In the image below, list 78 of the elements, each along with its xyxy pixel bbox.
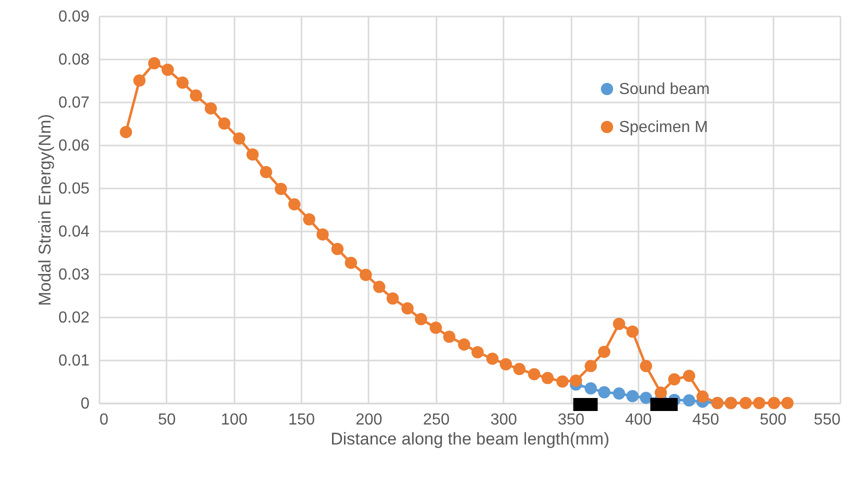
point [598, 346, 610, 358]
point [640, 392, 652, 404]
point [373, 280, 386, 294]
y-tick-label: 0.03 [58, 266, 90, 284]
point [360, 268, 372, 281]
point [486, 352, 499, 365]
point [584, 382, 597, 394]
y-tick-label: 0.05 [58, 180, 90, 198]
point [331, 242, 344, 256]
point [570, 374, 582, 387]
point [471, 346, 484, 358]
point [162, 64, 174, 76]
x-tick-label: 50 [158, 412, 176, 428]
point [753, 396, 766, 410]
y-tick-label: 0.07 [58, 94, 90, 112]
point [246, 148, 259, 161]
point [344, 256, 358, 269]
x-tick-label: 300 [490, 412, 518, 428]
point [260, 166, 272, 178]
point [513, 362, 526, 376]
point [740, 396, 752, 410]
y-tick-label: 0.06 [58, 138, 90, 154]
y-tick-label: 0.09 [58, 8, 90, 26]
y-tick-label: 0.08 [58, 52, 90, 68]
y-tick-label: 0.02 [58, 310, 90, 326]
x-tick-label: 250 [422, 412, 450, 428]
point [288, 198, 300, 210]
x-tick-label: 550 [814, 412, 841, 428]
point [232, 132, 246, 145]
point [218, 117, 230, 130]
point [584, 360, 597, 372]
legend-label: Sound beam [619, 81, 710, 98]
point [303, 213, 316, 226]
point [528, 368, 540, 380]
point [386, 292, 399, 305]
point [401, 302, 414, 315]
point [316, 228, 329, 241]
point [556, 375, 569, 388]
x-axis-title: Distance along the beam length(mm) [330, 430, 610, 448]
x-tick-label: 0 [100, 412, 108, 428]
x-tick-label: 350 [558, 412, 584, 428]
x-tick-label: 150 [288, 412, 316, 428]
point [682, 394, 696, 407]
point [443, 330, 456, 343]
point [696, 390, 709, 403]
point [176, 76, 189, 89]
y-tick-label: 0.04 [58, 224, 90, 240]
point [274, 182, 288, 195]
x-tick-label: 400 [625, 412, 652, 428]
point [612, 318, 626, 330]
point [668, 373, 680, 386]
point [190, 89, 202, 102]
point [612, 387, 626, 400]
x-tick-label: 500 [760, 412, 787, 428]
point [204, 102, 217, 115]
point [414, 313, 428, 326]
x-tick-label: 100 [220, 412, 248, 428]
point [500, 358, 512, 370]
y-axis-title: Modal Strain Energy(Nm) [35, 114, 54, 306]
y-tick-label: 0.01 [58, 352, 90, 370]
legend-label: Specimen M [619, 119, 708, 136]
point [120, 126, 132, 138]
point [598, 386, 610, 398]
point [133, 74, 146, 87]
point [148, 57, 160, 70]
point [768, 396, 780, 410]
point [626, 390, 639, 402]
point [781, 396, 794, 410]
point [654, 386, 667, 399]
point [682, 370, 696, 382]
x-tick-label: 450 [692, 412, 720, 428]
point [430, 322, 442, 334]
y-tick-label: 0 [80, 396, 90, 412]
point [626, 326, 639, 338]
point [458, 338, 470, 351]
point [640, 360, 652, 372]
x-tick-label: 200 [356, 412, 382, 428]
point [542, 372, 554, 384]
